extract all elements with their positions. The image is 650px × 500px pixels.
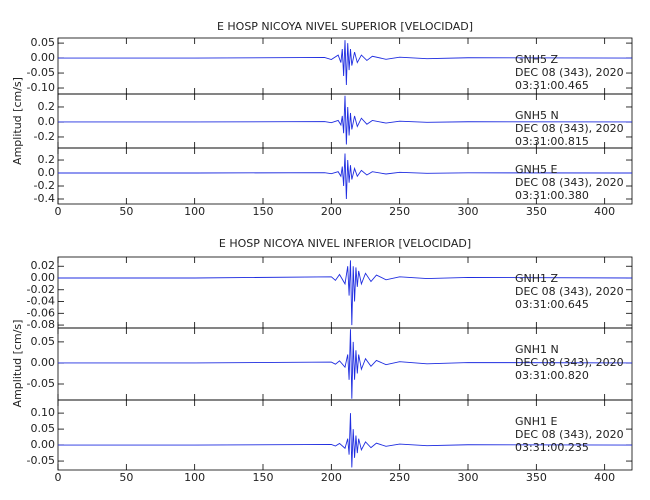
- x-tick-label: 0: [55, 471, 62, 484]
- date-label: DEC 08 (343), 2020: [515, 122, 624, 135]
- station-label: GNH1 E: [515, 415, 558, 428]
- x-tick-label: 100: [184, 205, 205, 218]
- y-tick-label: -0.05: [27, 454, 55, 467]
- panel-title: E HOSP NICOYA NIVEL SUPERIOR [VELOCIDAD]: [217, 20, 473, 33]
- time-label: 03:31:00.815: [515, 135, 589, 148]
- x-tick-label: 250: [389, 205, 410, 218]
- x-tick-label: 50: [119, 205, 133, 218]
- y-tick-label: 0.05: [31, 422, 56, 435]
- station-label: GNH5 N: [515, 109, 559, 122]
- y-tick-label: -0.08: [27, 318, 55, 331]
- x-tick-label: 150: [253, 205, 274, 218]
- waveform: [58, 95, 633, 145]
- x-tick-label: 350: [526, 205, 547, 218]
- y-tick-label: 0.05: [31, 36, 56, 49]
- y-tick-label: -0.2: [34, 179, 55, 192]
- y-tick-label: 0.00: [31, 438, 56, 451]
- y-tick-label: 0.10: [31, 406, 56, 419]
- subplot-frame: [57, 147, 633, 205]
- x-tick-label: 200: [321, 471, 342, 484]
- y-tick-label: 0.00: [31, 271, 56, 284]
- time-label: 03:31:00.235: [515, 441, 589, 454]
- y-tick-label: 0.05: [31, 335, 56, 348]
- y-tick-label: 0.02: [31, 259, 56, 272]
- date-label: DEC 08 (343), 2020: [515, 285, 624, 298]
- y-tick-label: -0.05: [27, 377, 55, 390]
- x-tick-label: 50: [119, 471, 133, 484]
- x-tick-label: 200: [321, 205, 342, 218]
- y-tick-label: -0.06: [27, 306, 55, 319]
- waveform: [58, 260, 633, 326]
- y-tick-label: 0.2: [38, 153, 56, 166]
- x-tick-label: 100: [184, 471, 205, 484]
- y-tick-label: -0.2: [34, 130, 55, 143]
- x-tick-label: 300: [458, 471, 479, 484]
- waveform: [58, 153, 633, 200]
- station-label: GNH1 N: [515, 343, 559, 356]
- y-tick-label: -0.05: [27, 66, 55, 79]
- waveform: [58, 40, 633, 86]
- date-label: DEC 08 (343), 2020: [515, 356, 624, 369]
- y-tick-label: 0.0: [38, 166, 56, 179]
- date-label: DEC 08 (343), 2020: [515, 176, 624, 189]
- y-tick-label: -0.10: [27, 81, 55, 94]
- y-tick-label: -0.02: [27, 283, 55, 296]
- date-label: DEC 08 (343), 2020: [515, 66, 624, 79]
- station-label: GNH1 Z: [515, 272, 559, 285]
- x-tick-label: 250: [389, 471, 410, 484]
- waveform: [58, 413, 633, 468]
- panel-title: E HOSP NICOYA NIVEL INFERIOR [VELOCIDAD]: [219, 237, 471, 250]
- time-label: 03:31:00.645: [515, 298, 589, 311]
- x-tick-label: 150: [253, 471, 274, 484]
- waveform: [58, 329, 633, 399]
- y-tick-label: 0.2: [38, 100, 56, 113]
- x-tick-label: 350: [526, 471, 547, 484]
- subplot-frame: [57, 399, 633, 471]
- x-tick-label: 400: [594, 471, 615, 484]
- y-tick-label: -0.4: [34, 192, 55, 205]
- time-label: 03:31:00.380: [515, 189, 589, 202]
- x-tick-label: 0: [55, 205, 62, 218]
- y-axis-label: Amplitud [cm/s]: [11, 320, 24, 408]
- time-label: 03:31:00.465: [515, 79, 589, 92]
- y-tick-label: 0.0: [38, 115, 56, 128]
- y-tick-label: -0.04: [27, 295, 55, 308]
- date-label: DEC 08 (343), 2020: [515, 428, 624, 441]
- x-tick-label: 400: [594, 205, 615, 218]
- y-tick-label: 0.00: [31, 51, 56, 64]
- station-label: GNH5 Z: [515, 53, 559, 66]
- y-axis-label: Amplitud [cm/s]: [11, 77, 24, 165]
- time-label: 03:31:00.820: [515, 369, 589, 382]
- x-tick-label: 300: [458, 205, 479, 218]
- y-tick-label: 0.00: [31, 356, 56, 369]
- station-label: GNH5 E: [515, 163, 558, 176]
